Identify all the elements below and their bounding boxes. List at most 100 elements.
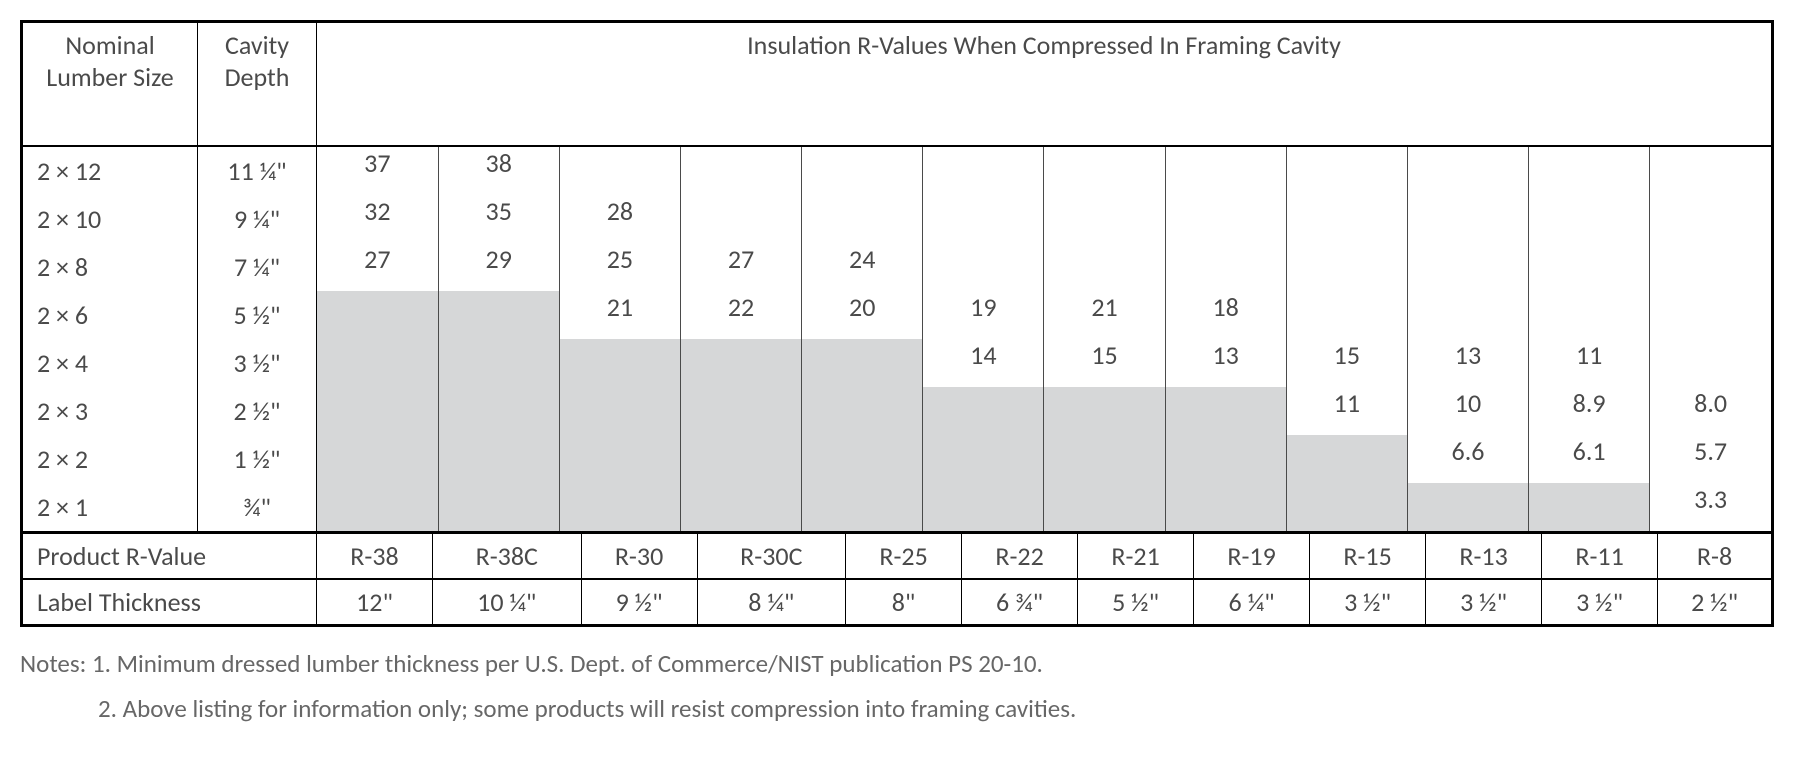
- rvalue-cell: [802, 339, 923, 387]
- rvalue-cell: [923, 387, 1044, 435]
- label-thickness-cell: 6 ¾": [962, 579, 1078, 626]
- product-rvalue-label: Product R-Value: [22, 533, 317, 580]
- rvalue-cell: [1529, 147, 1650, 195]
- label-thickness-label: Label Thickness: [22, 579, 317, 626]
- rvalue-cell: 27: [680, 243, 801, 291]
- rvalue-cell: [1165, 483, 1286, 531]
- rvalue-cell: [1650, 147, 1771, 195]
- rvalue-cell: [1286, 243, 1407, 291]
- note-1: Notes: 1. Minimum dressed lumber thickne…: [20, 648, 1043, 679]
- rvalue-cell: [559, 147, 680, 195]
- cavity-depth: 11 ¼": [198, 147, 316, 195]
- rvalue-cell: [1286, 195, 1407, 243]
- rvalue-cell: [1407, 483, 1528, 531]
- rvalue-cell: [438, 435, 559, 483]
- rvalue-cell: 6.1: [1529, 435, 1650, 483]
- rvalue-cell: [1650, 195, 1771, 243]
- header-span: Insulation R-Values When Compressed In F…: [317, 22, 1773, 147]
- product-rvalue-cell: R-13: [1426, 533, 1542, 580]
- rvalue-cell: [1044, 195, 1165, 243]
- rvalue-cell: [317, 339, 438, 387]
- rvalue-cell: 38: [438, 147, 559, 195]
- lumber-size: 2 × 2: [37, 435, 197, 483]
- product-rvalue-cell: R-30C: [697, 533, 846, 580]
- rvalue-cell: [438, 483, 559, 531]
- rvalue-cell: [438, 339, 559, 387]
- rvalue-cell: [802, 435, 923, 483]
- table-row: 323528: [317, 195, 1771, 243]
- label-thickness-cell: 3 ½": [1310, 579, 1426, 626]
- rvalue-cell: [559, 435, 680, 483]
- header-depth: Cavity Depth: [198, 22, 317, 147]
- label-thickness-cell: 9 ½": [581, 579, 697, 626]
- rvalue-cell: [1529, 243, 1650, 291]
- lumber-column: 2 × 122 × 102 × 82 × 62 × 42 × 32 × 22 ×…: [22, 146, 198, 533]
- cavity-depth: 3 ½": [198, 339, 316, 387]
- rvalue-cell: [438, 387, 559, 435]
- insulation-table: Nominal Lumber Size Cavity Depth Insulat…: [20, 20, 1774, 627]
- label-thickness-cell: 8 ¼": [697, 579, 846, 626]
- product-rvalue-cell: R-22: [962, 533, 1078, 580]
- label-thickness-cell: 3 ½": [1542, 579, 1658, 626]
- rvalue-cell: [559, 483, 680, 531]
- table-row: 212220192118: [317, 291, 1771, 339]
- rvalue-cell: 13: [1165, 339, 1286, 387]
- rvalue-cell: [802, 195, 923, 243]
- rvalue-cell: 25: [559, 243, 680, 291]
- lumber-size: 2 × 1: [37, 483, 197, 531]
- rvalue-cell: [1044, 483, 1165, 531]
- rvalue-cell: [802, 147, 923, 195]
- product-rvalue-cell: R-38C: [433, 533, 582, 580]
- rvalue-cell: [1044, 243, 1165, 291]
- table-row: 11108.98.0: [317, 387, 1771, 435]
- rvalue-cell: [1044, 147, 1165, 195]
- product-rvalue-cell: R-19: [1194, 533, 1310, 580]
- rvalue-cell: [1650, 339, 1771, 387]
- rvalue-cell: [1165, 147, 1286, 195]
- body-row: 2 × 122 × 102 × 82 × 62 × 42 × 32 × 22 ×…: [22, 146, 1773, 533]
- table-row: 141513151311: [317, 339, 1771, 387]
- rvalue-cell: [923, 195, 1044, 243]
- rvalue-cell: [317, 483, 438, 531]
- rvalue-cell: [317, 291, 438, 339]
- rvalue-cell: [923, 147, 1044, 195]
- rvalue-cell: [1529, 291, 1650, 339]
- rvalue-grid-cell: 3738323528272925272421222019211814151315…: [317, 146, 1773, 533]
- rvalue-cell: 21: [1044, 291, 1165, 339]
- rvalue-cell: 3.3: [1650, 483, 1771, 531]
- rvalue-cell: [680, 435, 801, 483]
- rvalue-cell: 32: [317, 195, 438, 243]
- rvalue-cell: [1286, 291, 1407, 339]
- rvalue-cell: [1407, 195, 1528, 243]
- rvalue-cell: 21: [559, 291, 680, 339]
- rvalue-cell: 8.9: [1529, 387, 1650, 435]
- rvalue-cell: [1286, 435, 1407, 483]
- lumber-size: 2 × 3: [37, 387, 197, 435]
- label-thickness-cell: 5 ½": [1078, 579, 1194, 626]
- rvalue-cell: [1286, 147, 1407, 195]
- product-rvalue-cell: R-21: [1078, 533, 1194, 580]
- cavity-depth: 5 ½": [198, 291, 316, 339]
- rvalue-cell: 11: [1286, 387, 1407, 435]
- rvalue-cell: 11: [1529, 339, 1650, 387]
- rvalue-cell: [923, 435, 1044, 483]
- rvalue-cell: [1044, 435, 1165, 483]
- rvalue-cell: [438, 291, 559, 339]
- rvalue-cell: [559, 387, 680, 435]
- rvalue-cell: 27: [317, 243, 438, 291]
- rvalue-cell: 22: [680, 291, 801, 339]
- rvalue-cell: [559, 339, 680, 387]
- label-thickness-cell: 12": [317, 579, 433, 626]
- rvalue-cell: [1286, 483, 1407, 531]
- cavity-depth: 1 ½": [198, 435, 316, 483]
- rvalue-cell: [1165, 243, 1286, 291]
- rvalue-cell: 35: [438, 195, 559, 243]
- lumber-size: 2 × 4: [37, 339, 197, 387]
- rvalue-cell: [802, 483, 923, 531]
- label-thickness-cell: 10 ¼": [433, 579, 582, 626]
- rvalue-cell: [1650, 243, 1771, 291]
- rvalue-cell: 6.6: [1407, 435, 1528, 483]
- rvalue-cell: [680, 195, 801, 243]
- rvalue-cell: [802, 387, 923, 435]
- table-row: 6.66.15.7: [317, 435, 1771, 483]
